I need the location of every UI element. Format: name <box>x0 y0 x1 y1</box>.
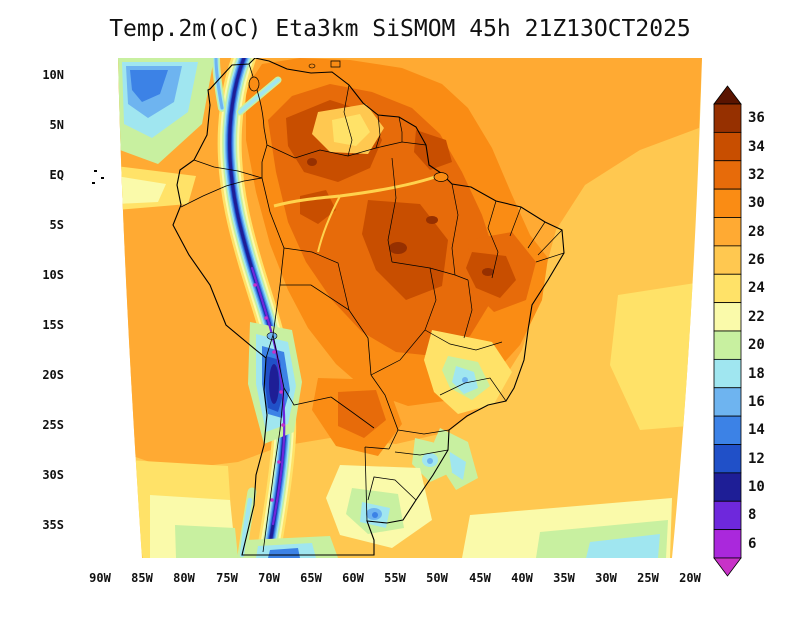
coastline <box>172 58 565 556</box>
lon-tick-label: 65W <box>300 571 322 585</box>
colorbar-tick-label: 34 <box>748 138 765 155</box>
colorbar-tick-label: 14 <box>748 422 765 439</box>
lon-tick-label: 45W <box>469 571 491 585</box>
lat-tick-label: 25S <box>42 418 64 432</box>
lat-tick-label: 5S <box>49 218 64 232</box>
colorbar-tick-label: 10 <box>748 479 765 496</box>
lat-tick-label: EQ <box>49 168 64 182</box>
colorbar-tick-label: 12 <box>748 450 765 467</box>
colorbar-tick-label: 16 <box>748 393 765 410</box>
islands-and-lakes <box>92 60 449 184</box>
lon-tick-label: 55W <box>384 571 406 585</box>
lon-tick-label: 35W <box>553 571 575 585</box>
colorbar-segment <box>713 472 742 502</box>
colorbar-over-arrow <box>713 85 742 105</box>
lon-tick-label: 70W <box>258 571 280 585</box>
lon-tick-label: 40W <box>511 571 533 585</box>
lat-tick-label: 10N <box>42 68 64 82</box>
colorbar-tick-label: 20 <box>748 337 765 354</box>
colorbar-segment <box>713 387 742 417</box>
plot-title: Temp.2m(oC) Eta3km SiSMOM 45h 21Z13OCT20… <box>109 16 691 42</box>
colorbar-tick-label: 26 <box>748 252 765 269</box>
lon-tick-label: 75W <box>216 571 238 585</box>
lon-tick-label: 60W <box>342 571 364 585</box>
lat-tick-label: 5N <box>49 118 64 132</box>
lon-tick-label: 85W <box>131 571 153 585</box>
colorbar-tick-label: 32 <box>748 166 765 183</box>
colorbar-segment <box>713 444 742 474</box>
lon-tick-label: 80W <box>173 571 195 585</box>
galapagos-islands <box>92 170 104 184</box>
colorbar-tick-label: 22 <box>748 308 765 325</box>
colorbar-svg <box>713 85 742 577</box>
lon-tick-label: 25W <box>637 571 659 585</box>
lat-tick-label: 30S <box>42 468 64 482</box>
temperature-field <box>118 58 702 558</box>
colorbar-segment <box>713 160 742 190</box>
colorbar-tick-label: 36 <box>748 110 765 127</box>
colorbar-under-arrow <box>713 557 742 577</box>
lon-tick-label: 30W <box>595 571 617 585</box>
colorbar-tick-label: 30 <box>748 195 765 212</box>
colorbar-segment <box>713 330 742 360</box>
lat-tick-label: 10S <box>42 268 64 282</box>
lon-tick-label: 20W <box>679 571 701 585</box>
colorbar-segment <box>713 302 742 332</box>
colorbar-segment <box>713 529 742 559</box>
colorbar-segment <box>713 217 742 247</box>
colorbar-tick-label: 24 <box>748 280 765 297</box>
map-linework <box>172 58 565 556</box>
colorbar-segment <box>713 131 742 162</box>
colorbar-tick-label: 6 <box>748 535 757 552</box>
colorbar-segment <box>713 500 742 531</box>
lat-tick-label: 15S <box>42 318 64 332</box>
lon-tick-label: 50W <box>426 571 448 585</box>
colorbar-tick-label: 18 <box>748 365 765 382</box>
colorbar-segment <box>713 415 742 445</box>
colorbar-segment <box>713 188 742 218</box>
lat-tick-label: 20S <box>42 368 64 382</box>
state-borders <box>283 84 565 456</box>
colorbar-segment <box>713 273 742 304</box>
lat-tick-label: 35S <box>42 518 64 532</box>
colorbar-segment <box>713 103 742 133</box>
colorbar-tick-label: 8 <box>748 507 757 524</box>
colorbar-segment <box>713 358 742 389</box>
colorbar-segment <box>713 245 742 275</box>
colorbar-tick-label: 28 <box>748 223 765 240</box>
lon-tick-label: 90W <box>89 571 111 585</box>
